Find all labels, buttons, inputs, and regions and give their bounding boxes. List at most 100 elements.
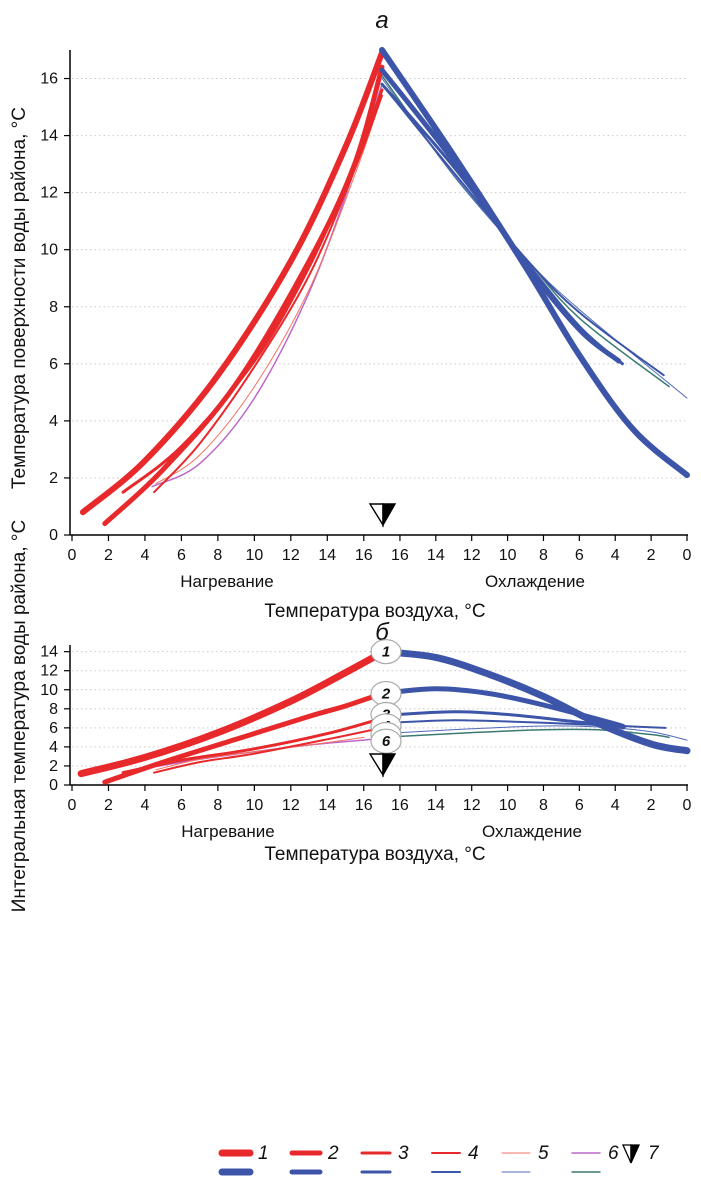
x-tick-label: 4 bbox=[140, 797, 149, 814]
y-tick-label: 8 bbox=[49, 701, 58, 718]
marker-filled-half bbox=[382, 753, 397, 778]
callout-label: 6 bbox=[382, 733, 391, 750]
x-tick-label: 12 bbox=[463, 797, 481, 814]
marker-open-half bbox=[368, 753, 384, 778]
cooling-line-6 bbox=[399, 728, 670, 739]
y-tick-label: 4 bbox=[49, 413, 58, 430]
legend-label-3: 3 bbox=[398, 1143, 409, 1164]
y-tick-label: 6 bbox=[49, 356, 58, 373]
x-tick-label: 16 bbox=[355, 797, 373, 814]
panel-a-grid bbox=[72, 78, 687, 479]
callout-bubble bbox=[370, 728, 402, 754]
x-tick-label: 4 bbox=[611, 547, 620, 564]
x-tick-label: 12 bbox=[463, 547, 481, 564]
x-tick-label: 4 bbox=[140, 547, 149, 564]
x-tick-label: 16 bbox=[355, 547, 373, 564]
cooling-line-2 bbox=[379, 686, 626, 730]
x-tick-label: 16 bbox=[391, 547, 409, 564]
panel-a-x-ticks: 0 2 4 6 8 10 12 14 16 16 14 12 10 8 6 4 2 0 bbox=[68, 535, 692, 564]
legend: 1 2 3 4 5 6 7 bbox=[218, 1143, 660, 1176]
y-tick-label: 10 bbox=[40, 242, 58, 259]
x-tick-label: 0 bbox=[68, 547, 77, 564]
x-tick-label: 4 bbox=[611, 797, 620, 814]
x-tick-label: 10 bbox=[245, 797, 263, 814]
x-tick-label: 6 bbox=[575, 547, 584, 564]
x-tick-label: 6 bbox=[177, 547, 186, 564]
callout-bubble bbox=[370, 639, 402, 665]
cooling-line-1 bbox=[378, 648, 691, 755]
y-tick-label: 2 bbox=[49, 758, 58, 775]
panel-b-y-ticks: 0 2 4 6 8 10 12 14 bbox=[40, 644, 70, 794]
y-tick-label: 4 bbox=[49, 739, 58, 756]
cooling-line-4 bbox=[381, 83, 665, 377]
y-tick-label: 14 bbox=[40, 128, 58, 145]
legend-label-6: 6 bbox=[608, 1143, 619, 1164]
heating-line-1 bbox=[79, 49, 385, 516]
x-tick-label: 10 bbox=[245, 547, 263, 564]
panel-b-heating-label: Нагревание bbox=[181, 822, 274, 841]
x-tick-label: 14 bbox=[427, 797, 445, 814]
panel-b-x-axis-title: Температура воздуха, °С bbox=[264, 844, 485, 865]
callout-label: 2 bbox=[381, 686, 391, 703]
legend-label-4: 4 bbox=[468, 1143, 479, 1164]
panel-a-y-ticks: 0 2 4 6 8 10 12 14 16 bbox=[40, 71, 70, 544]
x-tick-label: 0 bbox=[68, 797, 77, 814]
y-tick-label: 16 bbox=[40, 71, 58, 88]
x-tick-label: 8 bbox=[213, 797, 222, 814]
legend-label-7: 7 bbox=[648, 1143, 660, 1164]
legend-label-2: 2 bbox=[327, 1143, 339, 1164]
panel-a-heating-label: Нагревание bbox=[180, 572, 273, 591]
x-tick-label: 14 bbox=[427, 547, 445, 564]
y-tick-label: 12 bbox=[40, 185, 58, 202]
y-tick-label: 0 bbox=[49, 777, 58, 794]
legend-label-5: 5 bbox=[538, 1143, 549, 1164]
heating-line-5 bbox=[155, 736, 365, 771]
x-tick-label: 12 bbox=[282, 797, 300, 814]
legend-marker-open bbox=[621, 1144, 632, 1164]
heating-line-2 bbox=[102, 64, 385, 527]
x-tick-label: 14 bbox=[318, 797, 336, 814]
panel-a-y-axis-title: Температура поверхности воды района, °С bbox=[9, 107, 30, 489]
panel-b-x-ticks: 0 2 4 6 8 10 12 14 16 16 14 12 10 8 6 4 2 0 bbox=[68, 785, 692, 814]
callout-label: 1 bbox=[382, 644, 390, 661]
x-tick-label: 8 bbox=[539, 547, 548, 564]
cooling-line-3 bbox=[380, 82, 624, 366]
heating-line-5 bbox=[155, 95, 383, 485]
y-tick-label: 14 bbox=[40, 644, 58, 661]
y-tick-label: 8 bbox=[49, 299, 58, 316]
x-tick-label: 14 bbox=[318, 547, 336, 564]
x-tick-label: 2 bbox=[647, 547, 656, 564]
x-tick-label: 2 bbox=[104, 797, 113, 814]
x-tick-label: 2 bbox=[647, 797, 656, 814]
x-tick-label: 16 bbox=[391, 797, 409, 814]
cooling-line-2 bbox=[379, 67, 622, 364]
x-tick-label: 6 bbox=[177, 797, 186, 814]
x-tick-label: 8 bbox=[539, 797, 548, 814]
legend-marker-filled bbox=[630, 1144, 641, 1164]
cooling-line-1 bbox=[379, 47, 690, 479]
x-tick-label: 12 bbox=[282, 547, 300, 564]
y-tick-label: 6 bbox=[49, 720, 58, 737]
x-tick-label: 0 bbox=[683, 547, 692, 564]
x-tick-label: 10 bbox=[499, 547, 517, 564]
heating-line-4 bbox=[153, 94, 383, 494]
heating-line-4 bbox=[153, 726, 383, 774]
legend-label-1: 1 bbox=[258, 1143, 269, 1164]
panel-a: а 0 2 4 6 8 10 12 14 16 0 2 4 6 8 10 12 14 16 16 14 12 10 8 6 4… bbox=[9, 7, 692, 622]
marker-open-half bbox=[368, 503, 384, 528]
x-tick-label: 0 bbox=[683, 797, 692, 814]
panel-b-marker-7 bbox=[368, 753, 397, 778]
panel-a-cooling-label: Охлаждение bbox=[485, 572, 585, 591]
panel-a-lines bbox=[79, 47, 690, 527]
y-tick-label: 2 bbox=[49, 470, 58, 487]
panel-b-lines bbox=[77, 648, 691, 785]
marker-filled-half bbox=[382, 503, 397, 528]
cooling-line-5 bbox=[399, 725, 688, 741]
panel-b-cooling-label: Охлаждение bbox=[482, 822, 582, 841]
x-tick-label: 8 bbox=[213, 547, 222, 564]
panel-b-y-axis-title: Интегральная температура воды района, °С bbox=[9, 520, 30, 913]
y-tick-label: 0 bbox=[49, 527, 58, 544]
